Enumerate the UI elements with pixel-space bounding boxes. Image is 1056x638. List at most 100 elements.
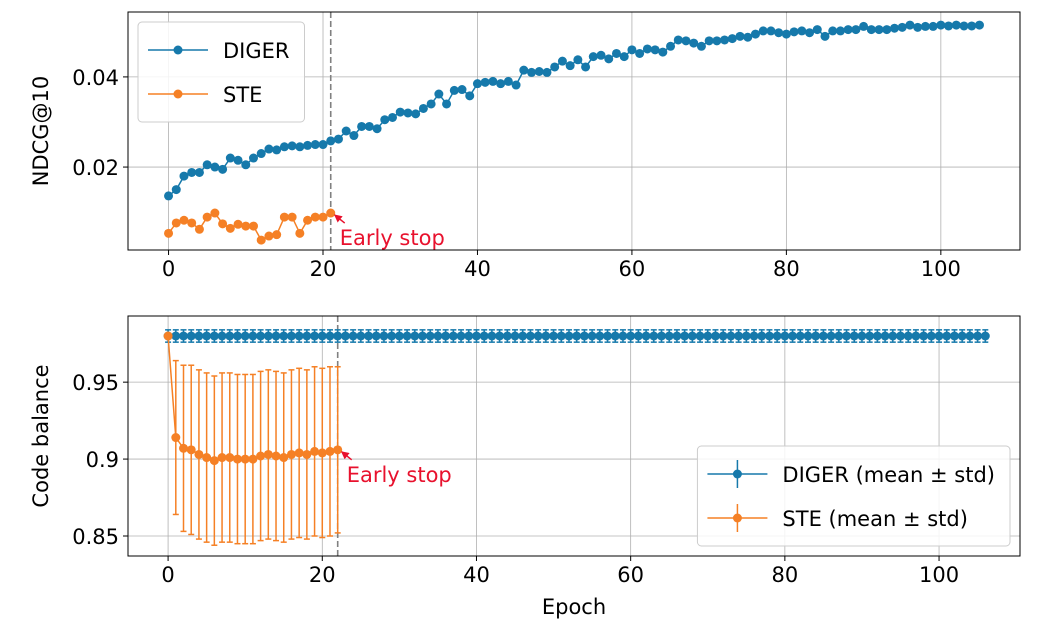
- point: [795, 331, 805, 341]
- point: [843, 25, 853, 35]
- point: [564, 331, 574, 341]
- point: [664, 331, 674, 341]
- point: [735, 31, 745, 41]
- point: [240, 454, 250, 464]
- point: [720, 35, 730, 45]
- point: [310, 212, 320, 222]
- point: [541, 331, 551, 341]
- point: [380, 115, 390, 125]
- point: [303, 140, 313, 150]
- point: [248, 153, 258, 163]
- point: [581, 62, 591, 72]
- point: [479, 331, 489, 341]
- point: [317, 331, 327, 341]
- point: [441, 331, 451, 341]
- point: [951, 20, 961, 30]
- point: [681, 36, 691, 46]
- legend-label: DIGER: [223, 39, 290, 63]
- point: [533, 331, 543, 341]
- point: [805, 28, 815, 38]
- point: [596, 50, 606, 60]
- point: [710, 331, 720, 341]
- x-tick-label: 0: [162, 257, 175, 281]
- point: [803, 331, 813, 341]
- point: [456, 331, 466, 341]
- point: [333, 445, 343, 455]
- point: [758, 26, 768, 36]
- point: [164, 228, 174, 238]
- legend-box: [696, 445, 1011, 547]
- point: [905, 20, 915, 30]
- point: [341, 126, 351, 136]
- x-tick-label: 20: [309, 563, 336, 587]
- point: [658, 47, 668, 57]
- point: [295, 228, 305, 238]
- point: [240, 331, 250, 341]
- point: [764, 331, 774, 341]
- point: [449, 85, 459, 95]
- point: [171, 331, 181, 341]
- point: [194, 224, 204, 234]
- annotation-text: Early stop: [347, 463, 452, 487]
- point: [426, 99, 436, 109]
- legend-marker: [732, 469, 742, 479]
- point: [387, 331, 397, 341]
- point: [256, 235, 266, 245]
- point: [549, 331, 559, 341]
- point: [264, 231, 274, 241]
- point: [318, 140, 328, 150]
- point: [842, 331, 852, 341]
- point: [480, 77, 490, 87]
- point: [194, 331, 204, 341]
- point: [949, 331, 959, 341]
- point: [828, 26, 838, 36]
- point: [965, 331, 975, 341]
- point: [750, 29, 760, 39]
- y-axis-label: NDCG@10: [29, 76, 53, 187]
- point: [757, 331, 767, 341]
- point: [326, 136, 336, 146]
- point: [866, 25, 876, 35]
- point: [741, 331, 751, 341]
- point: [217, 331, 227, 341]
- point: [734, 331, 744, 341]
- annotation-text: Early stop: [340, 226, 445, 250]
- point: [967, 21, 977, 31]
- point: [534, 67, 544, 76]
- x-tick-label: 60: [619, 257, 646, 281]
- point: [704, 36, 714, 46]
- point: [818, 331, 828, 341]
- x-tick-label: 40: [463, 563, 490, 587]
- point: [218, 164, 228, 174]
- point: [550, 62, 560, 72]
- point: [610, 331, 620, 341]
- point: [518, 331, 528, 341]
- point: [820, 31, 830, 41]
- point: [364, 331, 374, 341]
- point: [348, 331, 358, 341]
- point: [797, 26, 807, 36]
- legend-marker: [173, 89, 183, 99]
- point: [565, 61, 575, 71]
- point: [186, 445, 196, 455]
- point: [926, 331, 936, 341]
- point: [302, 331, 312, 341]
- point: [442, 99, 452, 109]
- x-tick-label: 0: [161, 563, 174, 587]
- point: [712, 36, 722, 46]
- point: [233, 155, 243, 165]
- point: [973, 331, 983, 341]
- point: [812, 25, 822, 35]
- point: [689, 38, 699, 48]
- point: [896, 331, 906, 341]
- point: [650, 45, 660, 55]
- point: [496, 79, 506, 89]
- point: [890, 23, 900, 33]
- point: [687, 331, 697, 341]
- point: [294, 448, 304, 458]
- point: [642, 44, 652, 54]
- point: [772, 331, 782, 341]
- point: [202, 331, 212, 341]
- point: [573, 55, 583, 65]
- point: [286, 449, 296, 459]
